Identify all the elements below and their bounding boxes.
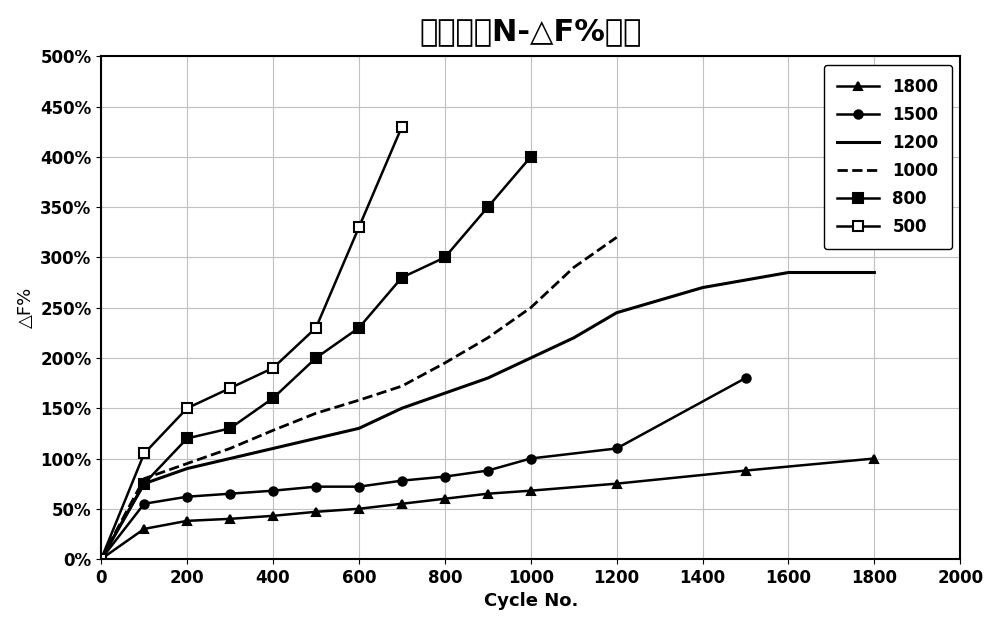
1500 [95,556,107,563]
1000 [525,304,537,312]
800 [353,324,365,332]
1800 [611,480,623,487]
1200 [525,354,537,362]
Line: 500: 500 [96,122,407,564]
1500 [525,455,537,462]
500 [95,556,107,563]
1200 [396,404,408,412]
Title: 标准样品N-△F%趋势: 标准样品N-△F%趋势 [420,17,642,46]
1800 [310,508,322,515]
X-axis label: Cycle No.: Cycle No. [484,593,578,610]
800 [138,480,150,487]
1500 [353,483,365,490]
1000 [95,556,107,563]
1200 [353,424,365,432]
800 [267,394,279,402]
800 [525,153,537,161]
1200 [138,480,150,487]
Y-axis label: △F%: △F% [17,287,35,329]
800 [482,203,494,211]
500 [396,123,408,130]
1000 [611,233,623,241]
1200 [611,309,623,317]
1000 [353,396,365,404]
1800 [868,455,880,462]
500 [181,404,193,412]
800 [224,424,236,432]
500 [224,384,236,392]
1200 [482,374,494,382]
800 [396,274,408,282]
1200 [439,389,451,397]
1500 [482,467,494,475]
500 [353,223,365,231]
1200 [95,556,107,563]
Line: 1800: 1800 [97,455,879,563]
1000 [482,334,494,342]
500 [138,450,150,457]
1000 [181,460,193,467]
1500 [740,374,752,382]
1200 [224,455,236,462]
1000 [396,382,408,390]
1200 [310,435,322,442]
1200 [697,284,709,292]
1500 [439,473,451,480]
1000 [224,445,236,452]
800 [439,254,451,261]
1800 [482,490,494,497]
1500 [267,487,279,495]
1800 [181,517,193,525]
1200 [568,334,580,342]
800 [95,556,107,563]
1500 [181,493,193,500]
Legend: 1800, 1500, 1200, 1000, 800, 500: 1800, 1500, 1200, 1000, 800, 500 [824,65,952,250]
1200 [267,445,279,452]
1200 [868,269,880,277]
1000 [138,475,150,482]
800 [310,354,322,362]
1000 [310,409,322,417]
Line: 1500: 1500 [97,374,750,563]
500 [310,324,322,332]
1500 [396,477,408,485]
800 [181,435,193,442]
Line: 1000: 1000 [101,237,617,559]
1800 [224,515,236,522]
1000 [568,264,580,271]
1000 [439,359,451,367]
1000 [267,426,279,434]
500 [267,364,279,372]
1200 [181,465,193,472]
Line: 1200: 1200 [101,273,874,559]
1800 [525,487,537,495]
1500 [138,500,150,507]
1500 [611,445,623,452]
1800 [353,505,365,512]
1800 [396,500,408,507]
1200 [782,269,794,277]
1500 [224,490,236,497]
1800 [740,467,752,475]
1800 [439,495,451,502]
1800 [95,556,107,563]
Line: 800: 800 [96,152,536,564]
1800 [138,525,150,533]
1800 [267,512,279,520]
1500 [310,483,322,490]
